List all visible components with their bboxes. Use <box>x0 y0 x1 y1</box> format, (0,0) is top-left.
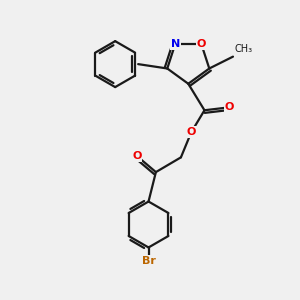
Text: N: N <box>171 39 180 49</box>
Text: O: O <box>225 102 234 112</box>
Text: O: O <box>132 151 141 161</box>
Text: Br: Br <box>142 256 155 266</box>
Text: O: O <box>196 39 206 49</box>
Text: O: O <box>187 127 196 137</box>
Text: CH₃: CH₃ <box>235 44 253 54</box>
